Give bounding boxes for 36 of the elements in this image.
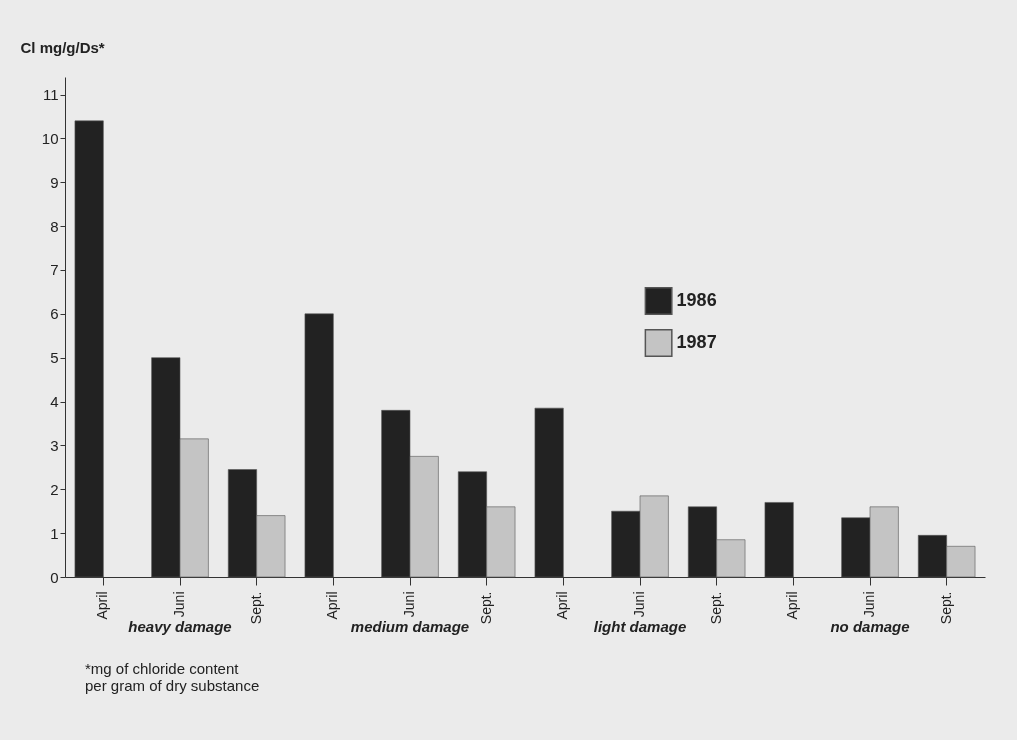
x-tick-label: April <box>784 591 801 620</box>
y-tick-label: 7 <box>50 261 59 279</box>
bar <box>764 502 794 578</box>
x-tick-label: April <box>324 591 341 620</box>
bar <box>534 407 564 578</box>
y-tick-label: 3 <box>50 436 59 454</box>
y-tick-label: 2 <box>50 480 59 498</box>
y-tick-label: 0 <box>50 568 59 586</box>
y-tick-label: 1 <box>50 524 59 542</box>
x-tick-label: Sept. <box>247 591 264 625</box>
x-tick-label: April <box>94 591 111 620</box>
legend-label: 1986 <box>676 290 717 310</box>
x-tick-label: Sept. <box>707 591 724 625</box>
x-tick-label: Sept. <box>937 591 954 625</box>
y-tick-label: 10 <box>41 129 59 147</box>
y-tick-label: 8 <box>50 217 59 235</box>
y-tick-label: 9 <box>50 173 59 191</box>
bar <box>304 313 334 578</box>
text: light damage <box>593 618 687 635</box>
x-tick-label: Juni <box>631 591 647 618</box>
x-tick-label: Sept. <box>477 591 494 625</box>
y-axis-title: Cl mg/g/Ds* <box>20 38 105 56</box>
bar <box>74 120 104 578</box>
x-tick-label: Juni <box>401 591 417 618</box>
y-tick-label: 4 <box>50 393 59 411</box>
text: medium damage <box>350 618 470 635</box>
text: *mg of chloride content per gram of dry substance <box>85 660 260 694</box>
legend-label: 1987 <box>676 332 717 352</box>
y-tick-label: 11 <box>42 86 59 104</box>
text: no damage <box>830 618 910 635</box>
y-tick-label: 6 <box>50 305 59 323</box>
y-tick-label: 5 <box>50 349 59 367</box>
x-tick-label: Juni <box>171 591 187 618</box>
x-tick-label: Juni <box>861 591 877 618</box>
x-tick-label: April <box>554 591 571 620</box>
text: heavy damage <box>128 618 232 635</box>
